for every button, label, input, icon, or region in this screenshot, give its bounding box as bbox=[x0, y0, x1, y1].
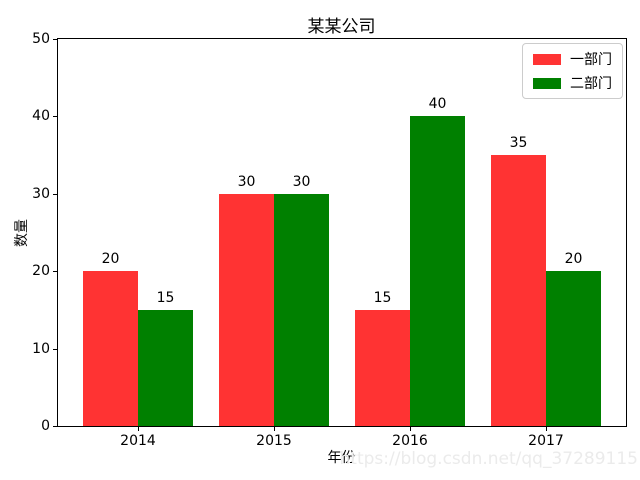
bar-一部门-2014 bbox=[83, 271, 138, 426]
x-tick bbox=[546, 427, 547, 431]
plot-area: 20 30 15 35 15 30 40 20 2014 2015 2016 2017 0 10 20 3… bbox=[14, 31, 627, 449]
bar-value-label: 30 bbox=[237, 174, 256, 190]
legend: 一部门 二部门 bbox=[522, 43, 623, 99]
y-tick bbox=[53, 271, 57, 272]
x-tick-label-2016: 2016 bbox=[392, 433, 428, 449]
legend-swatch-icon bbox=[533, 77, 561, 89]
bar-二部门-2015 bbox=[274, 194, 329, 426]
x-tick-label-2015: 2015 bbox=[256, 433, 292, 449]
x-tick-label-2014: 2014 bbox=[120, 433, 156, 449]
x-tick-label-2017: 2017 bbox=[528, 433, 564, 449]
bar-value-label: 20 bbox=[564, 251, 583, 267]
legend-entry-二部门: 二部门 bbox=[533, 73, 612, 93]
chart-title: 某某公司 bbox=[307, 17, 376, 37]
bar-二部门-2014 bbox=[138, 310, 193, 426]
bar-二部门-2016 bbox=[410, 116, 465, 426]
bar-value-label: 40 bbox=[428, 96, 447, 112]
bar-value-label: 15 bbox=[373, 290, 392, 306]
x-tick bbox=[410, 427, 411, 431]
y-tick-label-0: 0 bbox=[41, 418, 50, 434]
y-tick-label-50: 50 bbox=[32, 31, 50, 47]
y-tick bbox=[53, 39, 57, 40]
y-tick bbox=[53, 194, 57, 195]
watermark: https://blog.csdn.net/qq_37289115 bbox=[339, 449, 638, 469]
y-tick-label-30: 30 bbox=[32, 186, 50, 202]
bar-一部门-2016 bbox=[355, 310, 410, 426]
bar-value-label: 30 bbox=[292, 174, 311, 190]
y-axis-label: 数量 bbox=[14, 218, 30, 247]
bar-value-label: 15 bbox=[156, 290, 175, 306]
legend-label: 一部门 bbox=[570, 52, 612, 68]
x-tick bbox=[274, 427, 275, 431]
bar-一部门-2015 bbox=[219, 194, 274, 426]
x-axis-label: 年份 bbox=[327, 450, 356, 466]
legend-label: 二部门 bbox=[570, 76, 612, 92]
y-tick-label-10: 10 bbox=[32, 341, 50, 357]
y-tick bbox=[53, 426, 57, 427]
legend-entry-一部门: 一部门 bbox=[533, 49, 612, 69]
y-tick-label-40: 40 bbox=[32, 108, 50, 124]
bar-value-label: 20 bbox=[101, 251, 120, 267]
bar-一部门-2017 bbox=[491, 155, 546, 426]
x-tick bbox=[138, 427, 139, 431]
legend-swatch-icon bbox=[533, 53, 561, 65]
y-tick-label-20: 20 bbox=[32, 263, 50, 279]
bar-二部门-2017 bbox=[546, 271, 601, 426]
bar-value-label: 35 bbox=[509, 135, 528, 151]
y-tick bbox=[53, 349, 57, 350]
y-tick bbox=[53, 116, 57, 117]
